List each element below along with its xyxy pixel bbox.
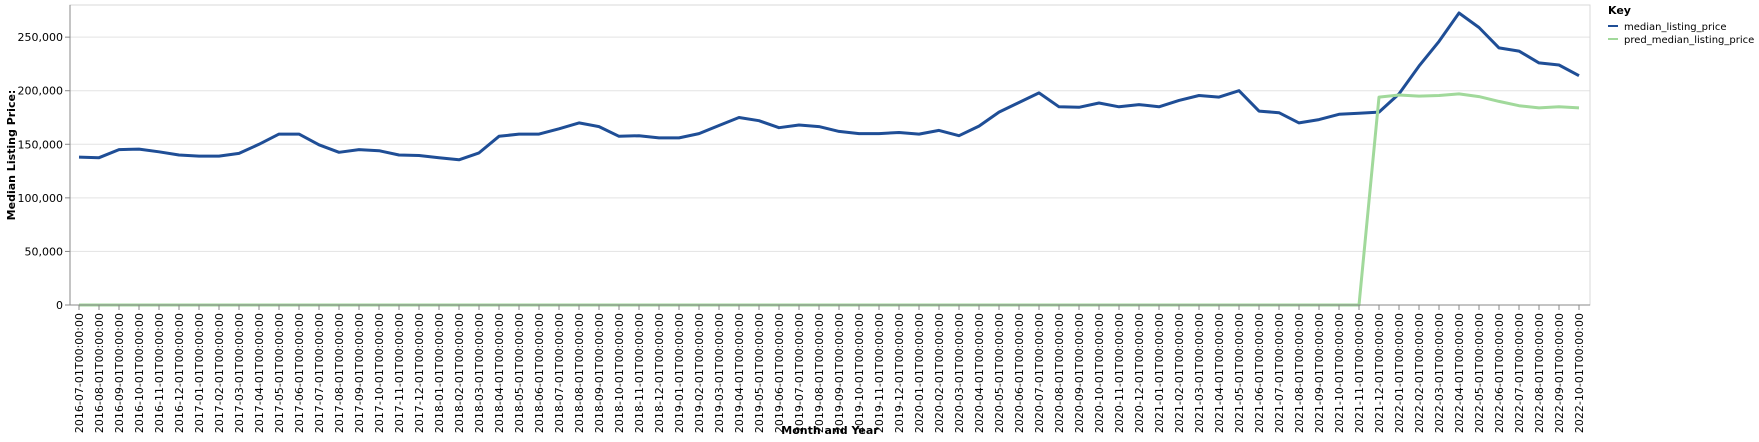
x-tick-label: 2018-10-01T00:00:00 [613, 313, 626, 433]
x-tick-label: 2022-04-01T00:00:00 [1453, 313, 1466, 433]
x-tick-label: 2020-01-01T00:00:00 [913, 313, 926, 433]
x-tick-label: 2018-02-01T00:00:00 [453, 313, 466, 433]
series-lines [78, 11, 1580, 307]
legend-title: Key [1608, 4, 1631, 17]
x-tick-label: 2017-12-01T00:00:00 [413, 313, 426, 433]
x-tick-label: 2020-04-01T00:00:00 [973, 313, 986, 433]
x-tick-label: 2016-12-01T00:00:00 [173, 313, 186, 433]
x-tick-label: 2020-09-01T00:00:00 [1073, 313, 1086, 433]
x-tick-label: 2016-08-01T00:00:00 [93, 313, 106, 433]
x-tick-label: 2019-01-01T00:00:00 [673, 313, 686, 433]
y-tick-label: 200,000 [18, 85, 64, 98]
x-tick-label: 2017-05-01T00:00:00 [273, 313, 286, 433]
x-tick-label: 2021-10-01T00:00:00 [1333, 313, 1346, 433]
x-tick-label: 2018-08-01T00:00:00 [573, 313, 586, 433]
y-tick-label: 100,000 [18, 192, 64, 205]
x-tick-label: 2017-10-01T00:00:00 [373, 313, 386, 433]
y-tick-label: 50,000 [25, 245, 64, 258]
x-tick-label: 2020-02-01T00:00:00 [933, 313, 946, 433]
x-tick-label: 2019-05-01T00:00:00 [753, 313, 766, 433]
legend-items: median_listing_price pred_median_listing_… [1608, 22, 1754, 46]
x-tick-label: 2019-09-01T00:00:00 [833, 313, 846, 433]
x-tick-label: 2019-03-01T00:00:00 [713, 313, 726, 433]
x-tick-label: 2021-07-01T00:00:00 [1273, 313, 1286, 433]
x-tick-label: 2021-04-01T00:00:00 [1213, 313, 1226, 433]
x-tick-label: 2016-10-01T00:00:00 [133, 313, 146, 433]
x-tick-label: 2020-11-01T00:00:00 [1113, 313, 1126, 433]
x-tick-label: 2017-01-01T00:00:00 [193, 313, 206, 433]
gridlines [70, 36, 1590, 252]
x-tick-label: 2017-02-01T00:00:00 [213, 313, 226, 433]
y-tick-label: 0 [56, 299, 63, 312]
x-tick-label: 2018-11-01T00:00:00 [633, 313, 646, 433]
x-tick-label: 2018-04-01T00:00:00 [493, 313, 506, 433]
x-tick-label: 2021-11-01T00:00:00 [1353, 313, 1366, 433]
y-tick-label: 150,000 [18, 138, 64, 151]
x-tick-label: 2022-07-01T00:00:00 [1513, 313, 1526, 433]
x-tick-label: 2020-12-01T00:00:00 [1133, 313, 1146, 433]
x-tick-label: 2019-07-01T00:00:00 [793, 313, 806, 433]
x-tick-label: 2016-11-01T00:00:00 [153, 313, 166, 433]
x-tick-label: 2019-10-01T00:00:00 [853, 313, 866, 433]
x-tick-label: 2018-09-01T00:00:00 [593, 313, 606, 433]
x-tick-label: 2020-05-01T00:00:00 [993, 313, 1006, 433]
x-tick-label: 2017-03-01T00:00:00 [233, 313, 246, 433]
x-tick-label: 2017-11-01T00:00:00 [393, 313, 406, 433]
x-tick-label: 2022-02-01T00:00:00 [1413, 313, 1426, 433]
x-tick-label: 2021-12-01T00:00:00 [1373, 313, 1386, 433]
x-tick-label: 2016-07-01T00:00:00 [73, 313, 86, 433]
legend: Key median_listing_price pred_median_list… [1608, 4, 1754, 46]
x-tick-label: 2019-08-01T00:00:00 [813, 313, 826, 433]
x-tick-label: 2020-10-01T00:00:00 [1093, 313, 1106, 433]
legend-label: median_listing_price [1624, 22, 1727, 33]
x-tick-label: 2022-03-01T00:00:00 [1433, 313, 1446, 433]
x-tick-label: 2020-06-01T00:00:00 [1013, 313, 1026, 433]
x-tick-label: 2021-01-01T00:00:00 [1153, 313, 1166, 433]
x-tick-label: 2021-09-01T00:00:00 [1313, 313, 1326, 433]
series-line-median_listing_price [78, 11, 1580, 162]
x-tick-label: 2017-04-01T00:00:00 [253, 313, 266, 433]
x-tick-label: 2019-11-01T00:00:00 [873, 313, 886, 433]
x-tick-label: 2020-03-01T00:00:00 [953, 313, 966, 433]
x-tick-label: 2019-12-01T00:00:00 [893, 313, 906, 433]
x-tick-label: 2019-02-01T00:00:00 [693, 313, 706, 433]
x-tick-label: 2017-08-01T00:00:00 [333, 313, 346, 433]
x-axis-title: Month and Year [781, 424, 879, 437]
x-tick-label: 2022-10-01T00:00:00 [1573, 313, 1586, 433]
x-tick-label: 2021-02-01T00:00:00 [1173, 313, 1186, 433]
x-tick-label: 2022-05-01T00:00:00 [1473, 313, 1486, 433]
x-tick-label: 2021-06-01T00:00:00 [1253, 313, 1266, 433]
x-tick-label: 2018-07-01T00:00:00 [553, 313, 566, 433]
axes [69, 5, 1590, 306]
x-tick-label: 2018-03-01T00:00:00 [473, 313, 486, 433]
x-tick-label: 2018-12-01T00:00:00 [653, 313, 666, 433]
x-tick-label: 2022-08-01T00:00:00 [1533, 313, 1546, 433]
x-tick-label: 2016-09-01T00:00:00 [113, 313, 126, 433]
x-tick-label: 2017-06-01T00:00:00 [293, 313, 306, 433]
y-axis-ticks: 0 50,000 100,000 150,000 200,000 250,000 [18, 31, 70, 312]
x-tick-label: 2022-09-01T00:00:00 [1553, 313, 1566, 433]
x-tick-label: 2021-03-01T00:00:00 [1193, 313, 1206, 433]
x-tick-label: 2022-01-01T00:00:00 [1393, 313, 1406, 433]
series-line-pred_median_listing_price [79, 92, 1580, 307]
y-axis-title: Median Listing Price: [5, 90, 18, 221]
x-tick-label: 2021-08-01T00:00:00 [1293, 313, 1306, 433]
y-tick-label: 250,000 [18, 31, 64, 44]
x-tick-label: 2021-05-01T00:00:00 [1233, 313, 1246, 433]
x-tick-label: 2017-07-01T00:00:00 [313, 313, 326, 433]
x-tick-label: 2019-06-01T00:00:00 [773, 313, 786, 433]
x-tick-label: 2022-06-01T00:00:00 [1493, 313, 1506, 433]
x-tick-label: 2018-06-01T00:00:00 [533, 313, 546, 433]
x-tick-label: 2017-09-01T00:00:00 [353, 313, 366, 433]
x-tick-label: 2020-08-01T00:00:00 [1053, 313, 1066, 433]
x-tick-label: 2020-07-01T00:00:00 [1033, 313, 1046, 433]
x-tick-label: 2018-01-01T00:00:00 [433, 313, 446, 433]
x-tick-label: 2019-04-01T00:00:00 [733, 313, 746, 433]
legend-label: pred_median_listing_price [1624, 35, 1754, 46]
x-tick-label: 2018-05-01T00:00:00 [513, 313, 526, 433]
x-axis-ticks: 2016-07-01T00:00:00 2016-08-01T00:00:00 20… [73, 305, 1586, 433]
